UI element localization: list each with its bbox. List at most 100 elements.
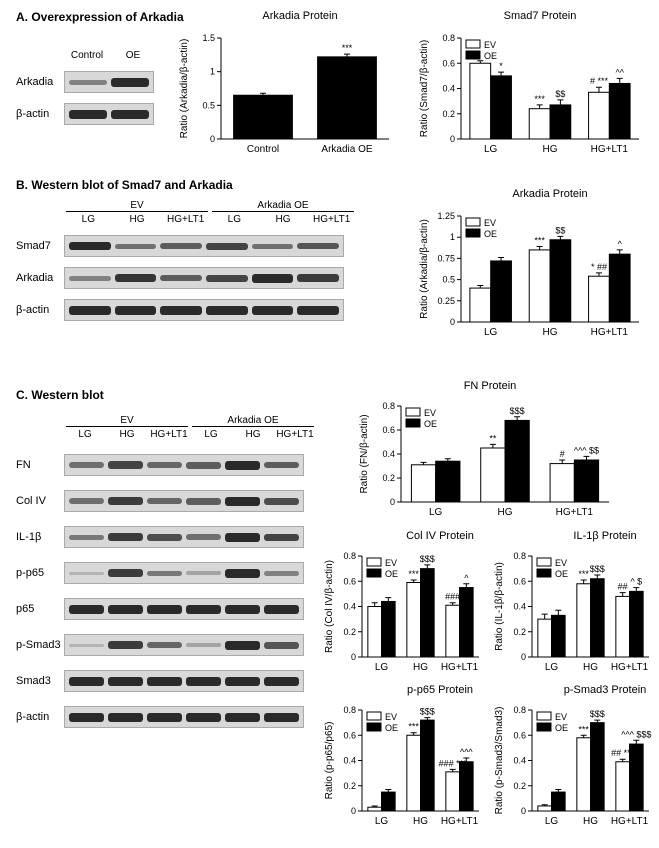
svg-text:$$: $$: [555, 225, 565, 235]
svg-text:EV: EV: [555, 558, 567, 568]
bar: [577, 738, 591, 811]
blot-band: [111, 78, 149, 87]
svg-text:0.6: 0.6: [513, 730, 526, 740]
bar: [421, 569, 435, 657]
bar: [491, 261, 512, 322]
blot-band: [69, 644, 104, 647]
blot-band: [297, 274, 339, 282]
blot-band: [206, 306, 248, 315]
blot-band: [69, 306, 111, 315]
chart-title-a1: Arkadia Protein: [230, 10, 370, 22]
blot-band: [264, 677, 299, 686]
blot-band: [252, 306, 294, 315]
blot-band: [206, 243, 248, 250]
svg-text:HG: HG: [498, 507, 513, 518]
blot-lane-label: HG: [232, 429, 274, 440]
blot-band: [186, 677, 221, 686]
blot-row-label: β-actin: [16, 108, 64, 120]
svg-text:1: 1: [450, 232, 455, 242]
svg-text:^^^ $$: ^^^ $$: [574, 445, 599, 455]
blot-lane-label: LG: [190, 429, 232, 440]
svg-text:HG+LT1: HG+LT1: [591, 144, 629, 155]
blot-strip: [64, 454, 304, 476]
svg-text:LG: LG: [545, 816, 559, 827]
section-b-title: B. Western blot of Smad7 and Arkadia: [16, 178, 233, 192]
bar: [407, 735, 421, 811]
chart-title-a2: Smad7 Protein: [470, 10, 610, 22]
chart-smad7-protein: 00.20.40.60.8Ratio (Smad7/β-actin)*LG***…: [415, 26, 645, 161]
blot-band: [160, 243, 202, 249]
svg-text:0.2: 0.2: [513, 781, 526, 791]
blot-band: [115, 274, 157, 282]
blot-band: [264, 642, 299, 649]
blot-band: [69, 677, 104, 686]
blot-band: [111, 110, 149, 119]
blot-row-label: p-p65: [16, 567, 64, 579]
bar: [552, 615, 566, 657]
blot-band: [69, 110, 107, 119]
svg-text:0.4: 0.4: [343, 602, 356, 612]
svg-text:**: **: [489, 433, 497, 443]
blot-band: [69, 462, 104, 468]
chart-title-il: IL-1β Protein: [545, 530, 659, 542]
svg-text:LG: LG: [375, 662, 389, 673]
bar: [234, 95, 293, 139]
blot-band: [108, 497, 143, 505]
blot-row-label: IL-1β: [16, 531, 64, 543]
blot-band: [69, 276, 111, 281]
svg-text:$$$: $$$: [590, 709, 605, 719]
blot-row-label: β-actin: [16, 304, 64, 316]
svg-text:0.2: 0.2: [343, 781, 356, 791]
chart-title-col: Col IV Protein: [380, 530, 500, 542]
svg-text:0: 0: [521, 652, 526, 662]
blot-band: [160, 306, 202, 315]
svg-text:^^^: ^^^: [460, 747, 473, 757]
blot-row-label: Arkadia: [16, 76, 64, 88]
blot-strip: [64, 670, 304, 692]
blot-row-label: β-actin: [16, 711, 64, 723]
blot-band: [186, 605, 221, 614]
svg-text:***: ***: [578, 569, 589, 579]
blot-band: [264, 605, 299, 614]
bar: [630, 744, 644, 811]
blot-band: [147, 642, 182, 648]
section-c-title: C. Western blot: [16, 388, 104, 402]
section-a-title: A. Overexpression of Arkadia: [16, 10, 184, 24]
svg-text:Ratio (p-p65/p65): Ratio (p-p65/p65): [324, 722, 335, 800]
bar: [505, 420, 529, 502]
blot-band: [147, 605, 182, 614]
svg-text:^^: ^^: [615, 67, 624, 77]
blot-band: [147, 677, 182, 686]
svg-text:Ratio (Arkadia/β-actin): Ratio (Arkadia/β-actin): [419, 219, 430, 319]
svg-text:0.2: 0.2: [382, 473, 395, 483]
blot-strip: [64, 71, 154, 93]
svg-text:Ratio (Arkadia/β-actin): Ratio (Arkadia/β-actin): [179, 39, 190, 139]
svg-text:0: 0: [210, 134, 215, 144]
svg-text:HG+LT1: HG+LT1: [556, 507, 594, 518]
svg-text:0.6: 0.6: [343, 576, 356, 586]
svg-text:EV: EV: [484, 40, 496, 50]
blot-strip: [64, 598, 304, 620]
svg-text:$$$: $$$: [420, 554, 435, 564]
bar: [616, 762, 630, 811]
chart-title-b: Arkadia Protein: [480, 188, 620, 200]
svg-text:HG: HG: [583, 662, 598, 673]
svg-text:HG+LT1: HG+LT1: [611, 662, 649, 673]
svg-text:HG+LT1: HG+LT1: [441, 816, 479, 827]
blot-strip: [64, 706, 304, 728]
svg-text:HG+LT1: HG+LT1: [591, 327, 629, 338]
blot-band: [147, 498, 182, 504]
bar: [470, 288, 491, 322]
blot-band: [252, 274, 294, 283]
svg-text:HG+LT1: HG+LT1: [611, 816, 649, 827]
blot-band: [225, 713, 260, 722]
chart-arkadia-protein: 00.511.5Ratio (Arkadia/β-actin)Control**…: [175, 26, 395, 161]
blot-strip: [64, 562, 304, 584]
blot-band: [108, 641, 143, 649]
blot-band: [297, 243, 339, 249]
svg-text:***: ***: [408, 569, 419, 579]
svg-text:$$: $$: [555, 89, 565, 99]
svg-text:0.6: 0.6: [343, 730, 356, 740]
svg-text:0.8: 0.8: [382, 401, 395, 411]
blot-row-label: Arkadia: [16, 272, 64, 284]
